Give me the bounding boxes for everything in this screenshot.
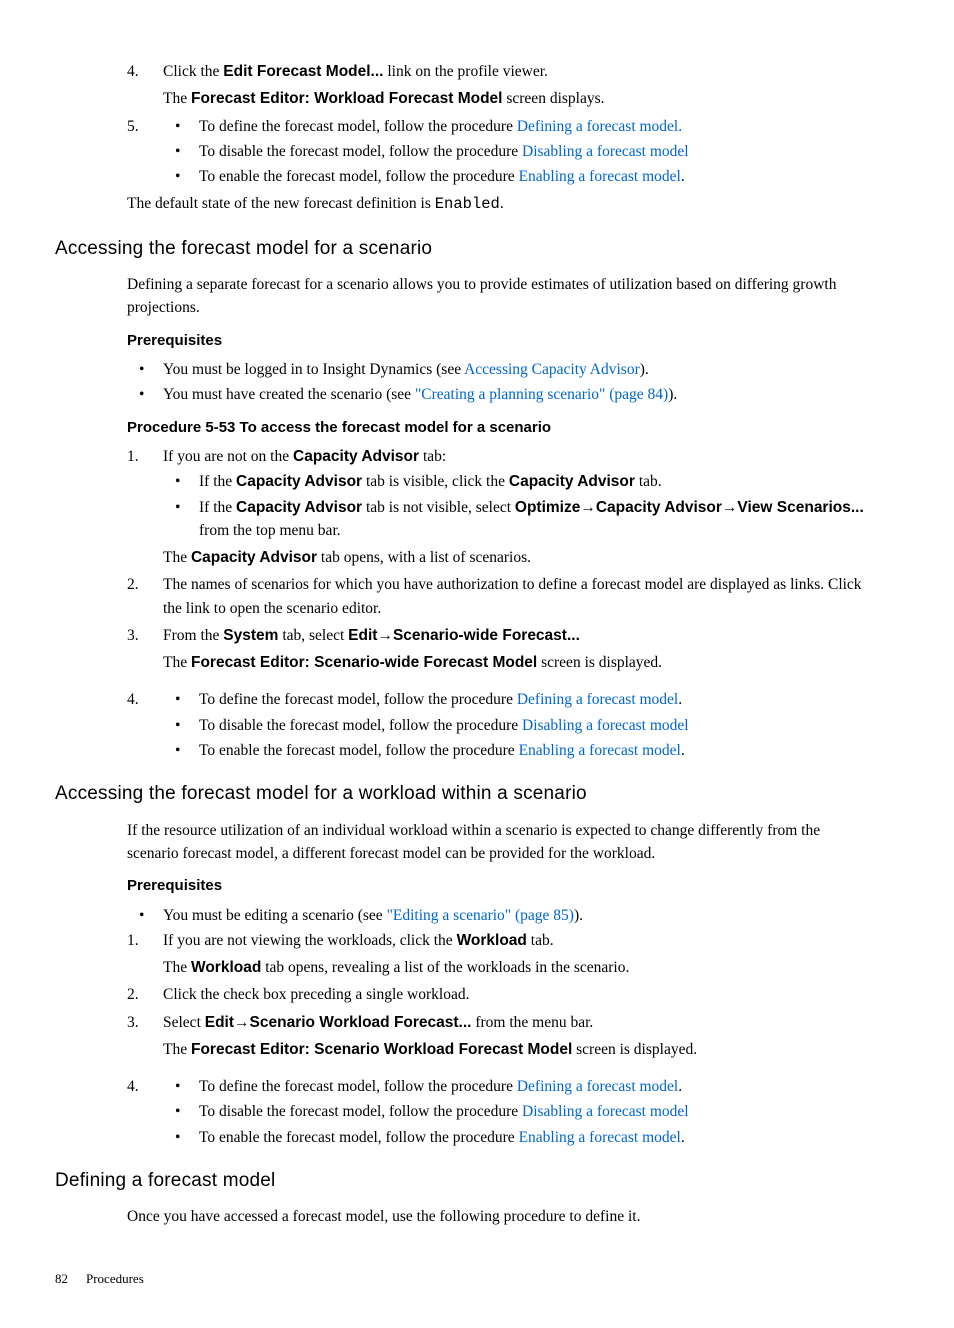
step-4: 4. Click the Edit Forecast Model... link… xyxy=(127,60,874,111)
procedure-steps: 1. If you are not on the Capacity Adviso… xyxy=(127,445,874,674)
list-item: To disable the forecast model, follow th… xyxy=(163,140,874,163)
link-disabling-forecast[interactable]: Disabling a forecast model xyxy=(522,143,689,160)
step-bullets: To define the forecast model, follow the… xyxy=(163,1075,874,1149)
step-1: 1. If you are not viewing the workloads,… xyxy=(127,929,874,980)
link-enabling-forecast[interactable]: Enabling a forecast model xyxy=(519,742,681,759)
list-item: To enable the forecast model, follow the… xyxy=(163,1126,874,1149)
list-item: To define the forecast model, follow the… xyxy=(163,688,874,711)
footer-label: Procedures xyxy=(86,1271,144,1286)
list-item: To disable the forecast model, follow th… xyxy=(163,1100,874,1123)
step-number: 4. xyxy=(127,688,139,711)
prereq-heading: Prerequisites xyxy=(127,875,874,898)
link-creating-scenario[interactable]: "Creating a planning scenario" (page 84) xyxy=(415,386,668,403)
step-number: 2. xyxy=(127,573,139,596)
step-number: 1. xyxy=(127,929,139,952)
step-1: 1. If you are not on the Capacity Adviso… xyxy=(127,445,874,569)
step-3: 3. From the System tab, select Edit→Scen… xyxy=(127,624,874,675)
list-item: You must have created the scenario (see … xyxy=(127,383,874,406)
step-4: 4. To define the forecast model, follow … xyxy=(127,688,874,762)
list-item: If the Capacity Advisor tab is visible, … xyxy=(163,470,874,493)
prereq-list: You must be logged in to Insight Dynamic… xyxy=(127,358,874,407)
step-text: The names of scenarios for which you hav… xyxy=(163,576,862,616)
heading-workload-scenario: Accessing the forecast model for a workl… xyxy=(55,780,874,809)
list-item: To enable the forecast model, follow the… xyxy=(163,165,874,188)
intro-text: Once you have accessed a forecast model,… xyxy=(127,1205,874,1228)
step-text: Select Edit→Scenario Workload Forecast..… xyxy=(163,1014,593,1031)
step-2: 2. Click the check box preceding a singl… xyxy=(127,983,874,1006)
step-text: From the System tab, select Edit→Scenari… xyxy=(163,627,580,644)
intro-text: Defining a separate forecast for a scena… xyxy=(127,273,874,320)
step-bullets: To define the forecast model, follow the… xyxy=(163,115,874,189)
step-bullets: If the Capacity Advisor tab is visible, … xyxy=(163,470,874,542)
step-4: 4. To define the forecast model, follow … xyxy=(127,1075,874,1149)
step-number: 5. xyxy=(127,115,139,138)
step-2: 2. The names of scenarios for which you … xyxy=(127,573,874,620)
list-item: If the Capacity Advisor tab is not visib… xyxy=(163,496,874,543)
link-enabling-forecast[interactable]: Enabling a forecast model xyxy=(519,168,681,185)
step-text: Click the check box preceding a single w… xyxy=(163,986,469,1003)
procedure-steps: 1. If you are not viewing the workloads,… xyxy=(127,929,874,1061)
step-3: 3. Select Edit→Scenario Workload Forecas… xyxy=(127,1011,874,1062)
heading-scenario: Accessing the forecast model for a scena… xyxy=(55,235,874,264)
page-number: 82 xyxy=(55,1271,68,1286)
step-after: The Forecast Editor: Scenario Workload F… xyxy=(163,1038,874,1061)
procedure-heading: Procedure 5-53 To access the forecast mo… xyxy=(127,417,874,440)
list-item: To enable the forecast model, follow the… xyxy=(163,739,874,762)
procedure-step4: 4. To define the forecast model, follow … xyxy=(127,1075,874,1149)
page-footer: 82 Procedures xyxy=(55,1269,874,1289)
step-number: 3. xyxy=(127,624,139,647)
link-defining-forecast[interactable]: Defining a forecast model xyxy=(517,691,678,708)
link-enabling-forecast[interactable]: Enabling a forecast model xyxy=(519,1129,681,1146)
heading-defining: Defining a forecast model xyxy=(55,1167,874,1196)
step-number: 4. xyxy=(127,60,139,83)
link-disabling-forecast[interactable]: Disabling a forecast model xyxy=(522,1103,689,1120)
link-defining-forecast[interactable]: Defining a forecast model xyxy=(517,1078,678,1095)
step-number: 3. xyxy=(127,1011,139,1034)
default-state-text: The default state of the new forecast de… xyxy=(127,192,874,216)
list-item: To disable the forecast model, follow th… xyxy=(163,714,874,737)
prereq-heading: Prerequisites xyxy=(127,330,874,353)
step-after: The Workload tab opens, revealing a list… xyxy=(163,956,874,979)
step-after: The Forecast Editor: Scenario-wide Forec… xyxy=(163,651,874,674)
step-text: Click the Edit Forecast Model... link on… xyxy=(163,63,548,80)
list-item: You must be editing a scenario (see "Edi… xyxy=(127,904,874,927)
step-after: The Capacity Advisor tab opens, with a l… xyxy=(163,546,874,569)
link-disabling-forecast[interactable]: Disabling a forecast model xyxy=(522,717,689,734)
step-number: 2. xyxy=(127,983,139,1006)
step-bullets: To define the forecast model, follow the… xyxy=(163,688,874,762)
list-item: To define the forecast model, follow the… xyxy=(163,115,874,138)
step-5: 5. To define the forecast model, follow … xyxy=(127,115,874,189)
step-subtext: The Forecast Editor: Workload Forecast M… xyxy=(163,87,874,110)
step-number: 1. xyxy=(127,445,139,468)
link-editing-scenario[interactable]: "Editing a scenario" (page 85) xyxy=(387,907,574,924)
step-text: If you are not on the Capacity Advisor t… xyxy=(163,448,446,465)
link-defining-forecast[interactable]: Defining a forecast model. xyxy=(517,118,682,135)
procedure-step4: 4. To define the forecast model, follow … xyxy=(127,688,874,762)
top-steps: 4. Click the Edit Forecast Model... link… xyxy=(127,60,874,188)
step-number: 4. xyxy=(127,1075,139,1098)
intro-text: If the resource utilization of an indivi… xyxy=(127,819,874,866)
link-accessing-ca[interactable]: Accessing Capacity Advisor xyxy=(464,361,640,378)
step-text: If you are not viewing the workloads, cl… xyxy=(163,932,554,949)
list-item: You must be logged in to Insight Dynamic… xyxy=(127,358,874,381)
prereq-list: You must be editing a scenario (see "Edi… xyxy=(127,904,874,927)
list-item: To define the forecast model, follow the… xyxy=(163,1075,874,1098)
